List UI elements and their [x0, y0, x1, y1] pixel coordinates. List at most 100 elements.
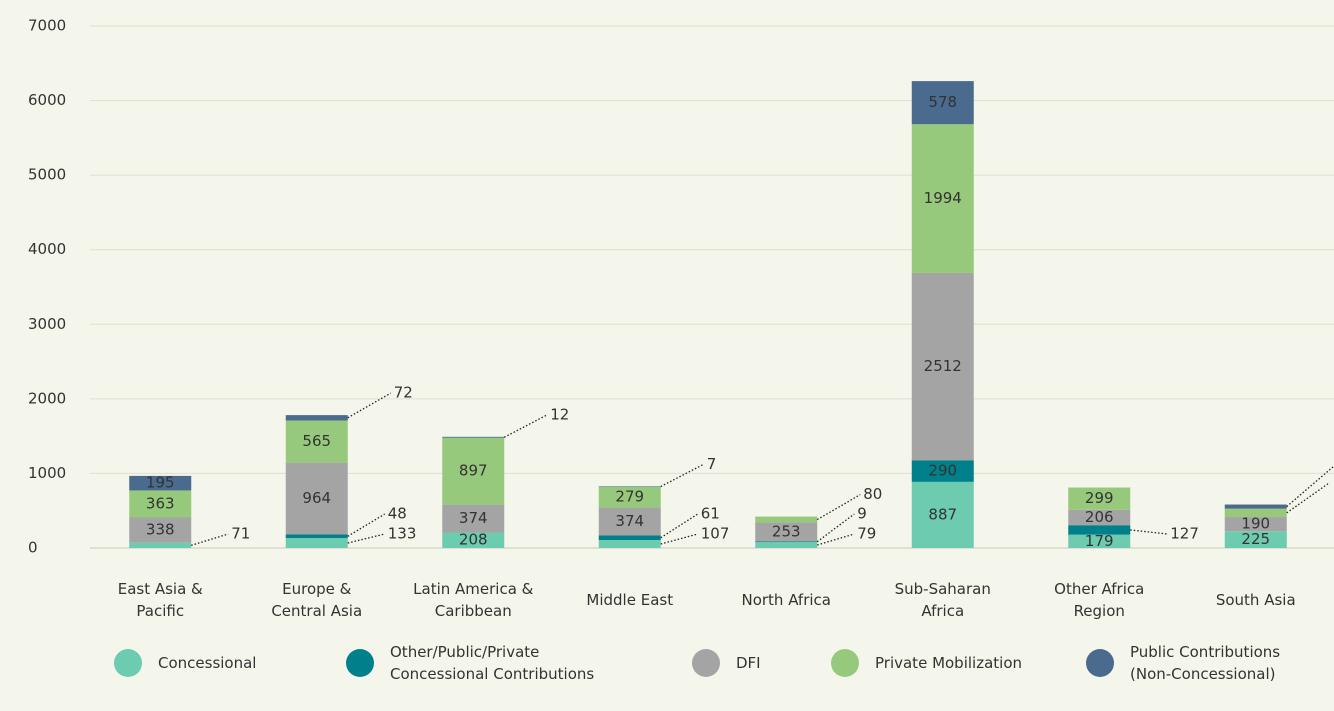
value-label: 363 [146, 494, 175, 512]
y-tick-label: 2000 [28, 389, 66, 407]
bar-segment [285, 420, 348, 463]
legend-swatch [692, 649, 720, 677]
y-tick-label: 5000 [28, 166, 66, 184]
bar-segment [1068, 487, 1131, 510]
value-label: 72 [394, 384, 413, 402]
callout-line [347, 533, 385, 544]
bar-segment [755, 542, 818, 548]
legend-label: Concessional [158, 654, 256, 672]
x-tick-label: Sub-Saharan Africa [895, 580, 991, 620]
value-label: 179 [1085, 532, 1114, 550]
value-label: 290 [928, 462, 957, 480]
bar-segment [598, 486, 661, 508]
value-label: 887 [928, 505, 957, 523]
callout-line [660, 463, 705, 488]
y-tick-label: 0 [28, 539, 38, 557]
value-label: 206 [1085, 508, 1114, 526]
bar-segment [285, 534, 348, 539]
bar-segment [1224, 517, 1287, 532]
value-label: 12 [550, 405, 569, 423]
value-label: 374 [615, 512, 644, 530]
callout-line [1286, 481, 1331, 514]
value-label: 338 [146, 521, 175, 539]
bar-segment [598, 540, 661, 548]
bar-segment [1068, 534, 1131, 548]
value-label: 2512 [924, 357, 962, 375]
value-label: 578 [928, 93, 957, 111]
value-label: 195 [146, 474, 175, 492]
value-label: 253 [772, 523, 801, 541]
y-tick-label: 6000 [28, 91, 66, 109]
bar-segment [1224, 531, 1287, 548]
bar-segment [911, 81, 974, 125]
callout-line [1286, 465, 1334, 508]
value-label: 61 [701, 505, 720, 523]
x-tick-label: South Asia [1216, 591, 1296, 609]
bar-segment [285, 538, 348, 548]
callout-line [191, 533, 229, 546]
legend-swatch [114, 649, 142, 677]
bar-segment [285, 462, 348, 535]
value-label: 897 [459, 462, 488, 480]
callout-line [660, 533, 698, 545]
value-label: 299 [1085, 489, 1114, 507]
callout-line [660, 513, 699, 539]
value-label: 964 [302, 489, 331, 507]
value-label: 127 [1170, 525, 1199, 543]
bar-segment [598, 486, 661, 487]
x-tick-label: Other Africa Region [1054, 580, 1144, 620]
x-tick-label: North Africa [741, 591, 831, 609]
bar-segment [129, 490, 192, 518]
value-label: 9 [857, 505, 867, 523]
value-label: 279 [615, 488, 644, 506]
legend-swatch [346, 649, 374, 677]
bar-segment [598, 535, 661, 541]
value-label: 1994 [924, 189, 962, 207]
callout-line [816, 513, 855, 543]
value-label: 133 [388, 525, 417, 543]
value-label: 48 [388, 505, 407, 523]
value-label: 374 [459, 509, 488, 527]
bar-segment [911, 460, 974, 482]
bar-segment [442, 532, 505, 548]
legend-label: Public Contributions (Non-Concessional) [1130, 643, 1280, 683]
value-label: 107 [701, 525, 730, 543]
legend-label: Private Mobilization [875, 654, 1022, 672]
bar-segment [911, 272, 974, 461]
value-label: 7 [707, 455, 717, 473]
callout-line [503, 414, 548, 438]
bar-segment [129, 475, 192, 491]
bar-segment [911, 124, 974, 273]
y-tick-label: 3000 [28, 315, 66, 333]
x-tick-label: East Asia & Pacific [118, 580, 203, 620]
bar-segment [442, 436, 505, 438]
bar-segment [129, 542, 192, 548]
x-tick-label: Middle East [586, 591, 673, 609]
value-label: 208 [459, 531, 488, 549]
callout-line [347, 392, 392, 419]
callout-line [347, 513, 386, 537]
y-tick-label: 4000 [28, 240, 66, 258]
legend-label: Other/Public/Private Concessional Contrib… [390, 643, 594, 683]
callout-line [816, 494, 861, 521]
bar-segment [285, 415, 348, 421]
value-label: 565 [302, 432, 331, 450]
bar-segment [755, 516, 818, 523]
callout-line [817, 533, 855, 546]
bar-segment [1224, 508, 1287, 518]
bar-segment [911, 481, 974, 548]
bar-segment [442, 437, 505, 505]
value-label: 79 [857, 525, 876, 543]
value-label: 71 [231, 525, 250, 543]
bar-segment [755, 541, 818, 543]
bar-segment [1068, 509, 1131, 526]
bar-segment [129, 517, 192, 543]
legend-swatch [1086, 649, 1114, 677]
x-tick-label: Latin America & Caribbean [413, 580, 534, 620]
bar-segment [598, 507, 661, 536]
bar-segment [442, 504, 505, 533]
value-label: 225 [1241, 530, 1270, 548]
x-tick-label: Europe & Central Asia [271, 580, 362, 620]
y-tick-label: 7000 [28, 17, 66, 35]
